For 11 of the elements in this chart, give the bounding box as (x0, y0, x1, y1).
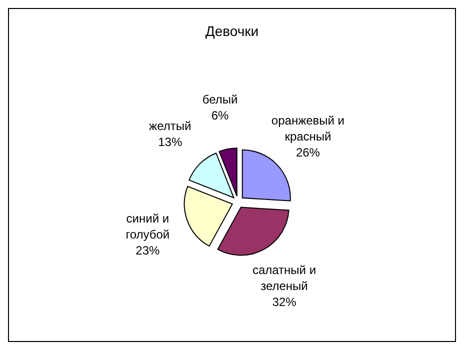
data-label: 32% (272, 295, 297, 310)
slice-label: синий и голубой (126, 212, 170, 242)
slice-label: белый (202, 92, 238, 107)
chart-title: Девочки (204, 23, 260, 39)
slice-label: желтый (149, 119, 192, 134)
data-label: 13% (158, 135, 182, 150)
data-label: 6% (211, 108, 230, 123)
data-label: 23% (136, 244, 160, 258)
slice-label: салатный и зеленый (252, 263, 316, 294)
data-label: 26% (296, 145, 320, 160)
slice-label: оранжевый и красный (271, 113, 345, 144)
